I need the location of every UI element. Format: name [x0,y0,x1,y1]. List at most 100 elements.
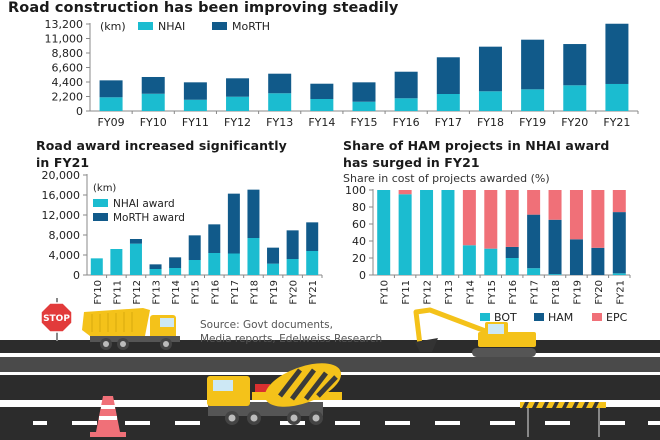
bar-ham [527,214,541,269]
bar-nhai [394,98,418,111]
bar-nhai [563,85,587,111]
bar-morth-award [188,235,201,260]
bar-nhai [478,91,502,111]
y-tick-label: 13,200 [45,18,84,31]
chart3-title-line1: Share of HAM projects in NHAI award [343,138,610,153]
x-tick-label: FY13 [266,116,293,129]
chart1-title: Road construction has been improving ste… [8,0,399,16]
legend-swatch-nhai-award [93,199,108,207]
bar-morth-award [129,239,142,244]
y-tick-label: 40 [352,235,366,248]
x-tick-label: FY19 [519,116,546,129]
unit-label: (km) [93,183,116,194]
unit-label: (km) [100,20,126,33]
bar-morth-award [247,189,260,238]
traffic-cone-icon [90,396,126,437]
y-tick-label: 80 [352,201,366,214]
x-tick-label: FY12 [423,280,434,305]
bar-ham [569,239,583,275]
bar-morth [521,39,545,90]
bar-epc [398,190,412,195]
bar-bot [398,194,412,275]
x-tick-label: FY13 [152,280,163,305]
x-tick-label: FY11 [112,280,123,305]
x-tick-label: FY19 [269,280,280,305]
bar-morth-award [149,264,162,269]
bar-bot [548,274,562,275]
bar-bot [612,273,626,275]
x-tick-label: FY21 [603,116,630,129]
y-tick-label: 6,600 [52,62,84,75]
legend-label-ham: HAM [548,311,573,324]
source-note: Source: Govt documents, Media reports, E… [200,318,382,346]
x-tick-label: FY12 [132,280,143,305]
x-tick-label: FY18 [477,116,504,129]
bar-epc [462,190,476,246]
bar-nhai [183,99,207,111]
bar-ham [505,246,519,258]
legend-label-morth: MoRTH [232,20,270,33]
bar-ham [612,212,626,274]
y-tick-label: 12,000 [42,209,81,222]
x-tick-label: FY14 [171,280,182,305]
chart3-subtitle: Share in cost of projects awarded (%) [343,172,550,185]
stop-sign-icon: STOP [40,298,73,341]
y-tick-label: 4,000 [49,249,81,262]
bar-morth-award [306,222,319,251]
legend-swatch-morth [212,22,227,30]
chart2-title-line2: in FY21 [36,155,90,170]
bar-epc [548,190,562,220]
bar-nhai-award [306,251,319,275]
x-tick-label: FY17 [230,280,241,305]
y-tick-label: 2,200 [52,91,84,104]
bar-nhai [605,83,629,111]
bar-morth [436,57,460,94]
x-tick-label: FY10 [93,280,104,305]
y-tick-label: 20,000 [42,170,81,182]
x-tick-label: FY21 [308,280,319,305]
legend-swatch-morth-award [93,213,108,221]
bar-nhai-award [110,249,123,275]
y-tick-label: 0 [76,105,83,118]
bar-nhai-award [227,253,240,275]
y-tick-label: 0 [359,269,366,282]
bar-nhai-award [169,268,182,275]
y-tick-label: 8,800 [52,47,84,60]
bar-epc [505,190,519,247]
bar-nhai-award [129,243,142,275]
bar-morth-award [286,230,299,259]
ham-share-chart: 0 20 40 60 80 100 FY10 FY11 FY12 FY13 FY14 FY15 FY16… [345,184,631,305]
x-tick-label: FY18 [551,280,562,305]
x-tick-label: FY16 [508,280,519,305]
x-tick-label: FY11 [182,116,209,129]
x-tick-label: FY17 [530,280,541,305]
x-tick-label: FY19 [572,280,583,305]
x-tick-label: FY21 [615,280,626,305]
x-tick-label: FY20 [594,280,605,305]
x-tick-label: FY15 [191,280,202,305]
bar-morth-award [267,247,280,264]
bar-nhai [99,97,123,111]
bar-nhai [352,101,376,111]
x-tick-label: FY20 [289,280,300,305]
road-construction-illustration: STOP [0,298,660,440]
bar-epc [527,190,541,215]
x-tick-label: FY10 [380,280,391,305]
x-tick-label: FY15 [487,280,498,305]
legend-swatch-bot [480,313,490,321]
x-tick-label: FY16 [393,116,420,129]
chart2-title-line1: Road award increased significantly [36,138,287,153]
bar-epc [591,190,605,248]
bar-epc [612,190,626,213]
bar-morth [183,82,207,100]
x-tick-label: FY14 [308,116,335,129]
bar-nhai-award [267,263,280,275]
bar-morth [605,23,629,84]
bar-epc [569,190,583,240]
x-tick-label: FY10 [140,116,167,129]
bar-bot [484,248,498,275]
bar-bot [462,245,476,275]
bar-bot [527,268,541,275]
legend-swatch-epc [592,313,602,321]
